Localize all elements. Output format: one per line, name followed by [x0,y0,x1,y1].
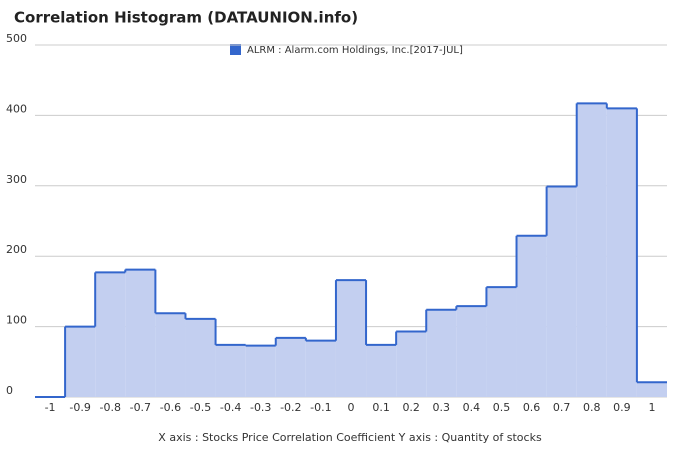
x-tick-label: 0.9 [613,401,631,414]
x-tick-label: -0.3 [250,401,271,414]
x-tick-label: -0.7 [130,401,151,414]
y-tick-label: 200 [6,243,27,256]
bar [275,337,306,397]
bar [426,309,457,397]
x-tick-label: -0.5 [190,401,211,414]
bar [366,344,397,397]
chart-title: Correlation Histogram (DATAUNION.info) [14,9,358,27]
y-tick-label: 300 [6,173,27,186]
bar [396,331,427,397]
bar [516,235,547,397]
x-tick-label: 0.1 [372,401,390,414]
x-tick-label: 0.8 [583,401,601,414]
x-tick-label: -0.9 [69,401,90,414]
x-tick-label: 0.2 [402,401,420,414]
bar [65,326,96,397]
x-tick-label: -0.8 [100,401,121,414]
x-tick-label: -0.2 [280,401,301,414]
bar [95,272,126,397]
x-tick-label: -0.1 [310,401,331,414]
bar [215,344,246,397]
y-tick-label: 0 [6,384,13,397]
bar [486,287,517,397]
bar [546,186,577,397]
bar [606,108,637,398]
bar [245,345,276,397]
y-tick-label: 100 [6,314,27,327]
axis-label: X axis : Stocks Price Correlation Coeffi… [158,431,542,444]
y-tick-label: 400 [6,102,27,115]
y-tick-label: 500 [6,32,27,45]
x-tick-label: -0.4 [220,401,241,414]
bar [155,313,186,397]
x-tick-label: 0.5 [493,401,511,414]
bar [576,103,607,397]
x-tick-label: 0 [348,401,355,414]
x-tick-label: -1 [45,401,56,414]
x-tick-label: 0.3 [433,401,451,414]
legend-label: ALRM : Alarm.com Holdings, Inc.[2017-JUL… [247,45,463,56]
x-tick-label: 0.4 [463,401,481,414]
x-tick-label: -0.6 [160,401,181,414]
x-tick-label: 1 [648,401,655,414]
bar [185,318,216,397]
bar [636,382,667,397]
x-tick-label: 0.7 [553,401,571,414]
x-tick-label: 0.6 [523,401,541,414]
bar [335,280,367,397]
legend-swatch [230,44,241,55]
bar [456,306,487,397]
bar [125,269,156,397]
bar [305,340,336,397]
